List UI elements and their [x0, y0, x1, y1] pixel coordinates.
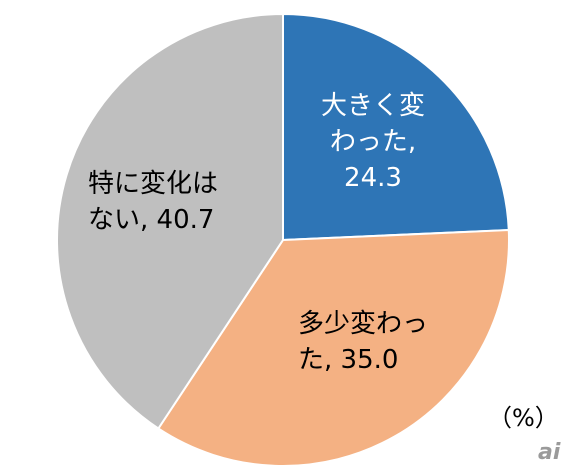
slice-label: 特に変化はない, 40.7: [88, 166, 228, 238]
label-separator: ,: [140, 205, 149, 235]
slice-label: 大きく変わった, 24.3: [318, 88, 428, 196]
watermark: ai: [538, 440, 561, 465]
unit-label: （%）: [488, 404, 559, 432]
label-separator: ,: [407, 127, 417, 157]
value-label: 24.3: [344, 163, 402, 193]
category-label: 多少変わった: [298, 309, 429, 375]
category-label: 大きく変わった: [320, 91, 425, 157]
label-separator: ,: [324, 345, 333, 375]
pie-slice: [282, 12, 510, 242]
pie-slice: [156, 229, 510, 467]
category-label: 特に変化はない: [88, 169, 219, 235]
value-label: 40.7: [156, 205, 215, 235]
pie-slice: [56, 12, 284, 430]
value-label: 35.0: [340, 345, 399, 375]
slice-label: 多少変わった, 35.0: [298, 306, 438, 378]
